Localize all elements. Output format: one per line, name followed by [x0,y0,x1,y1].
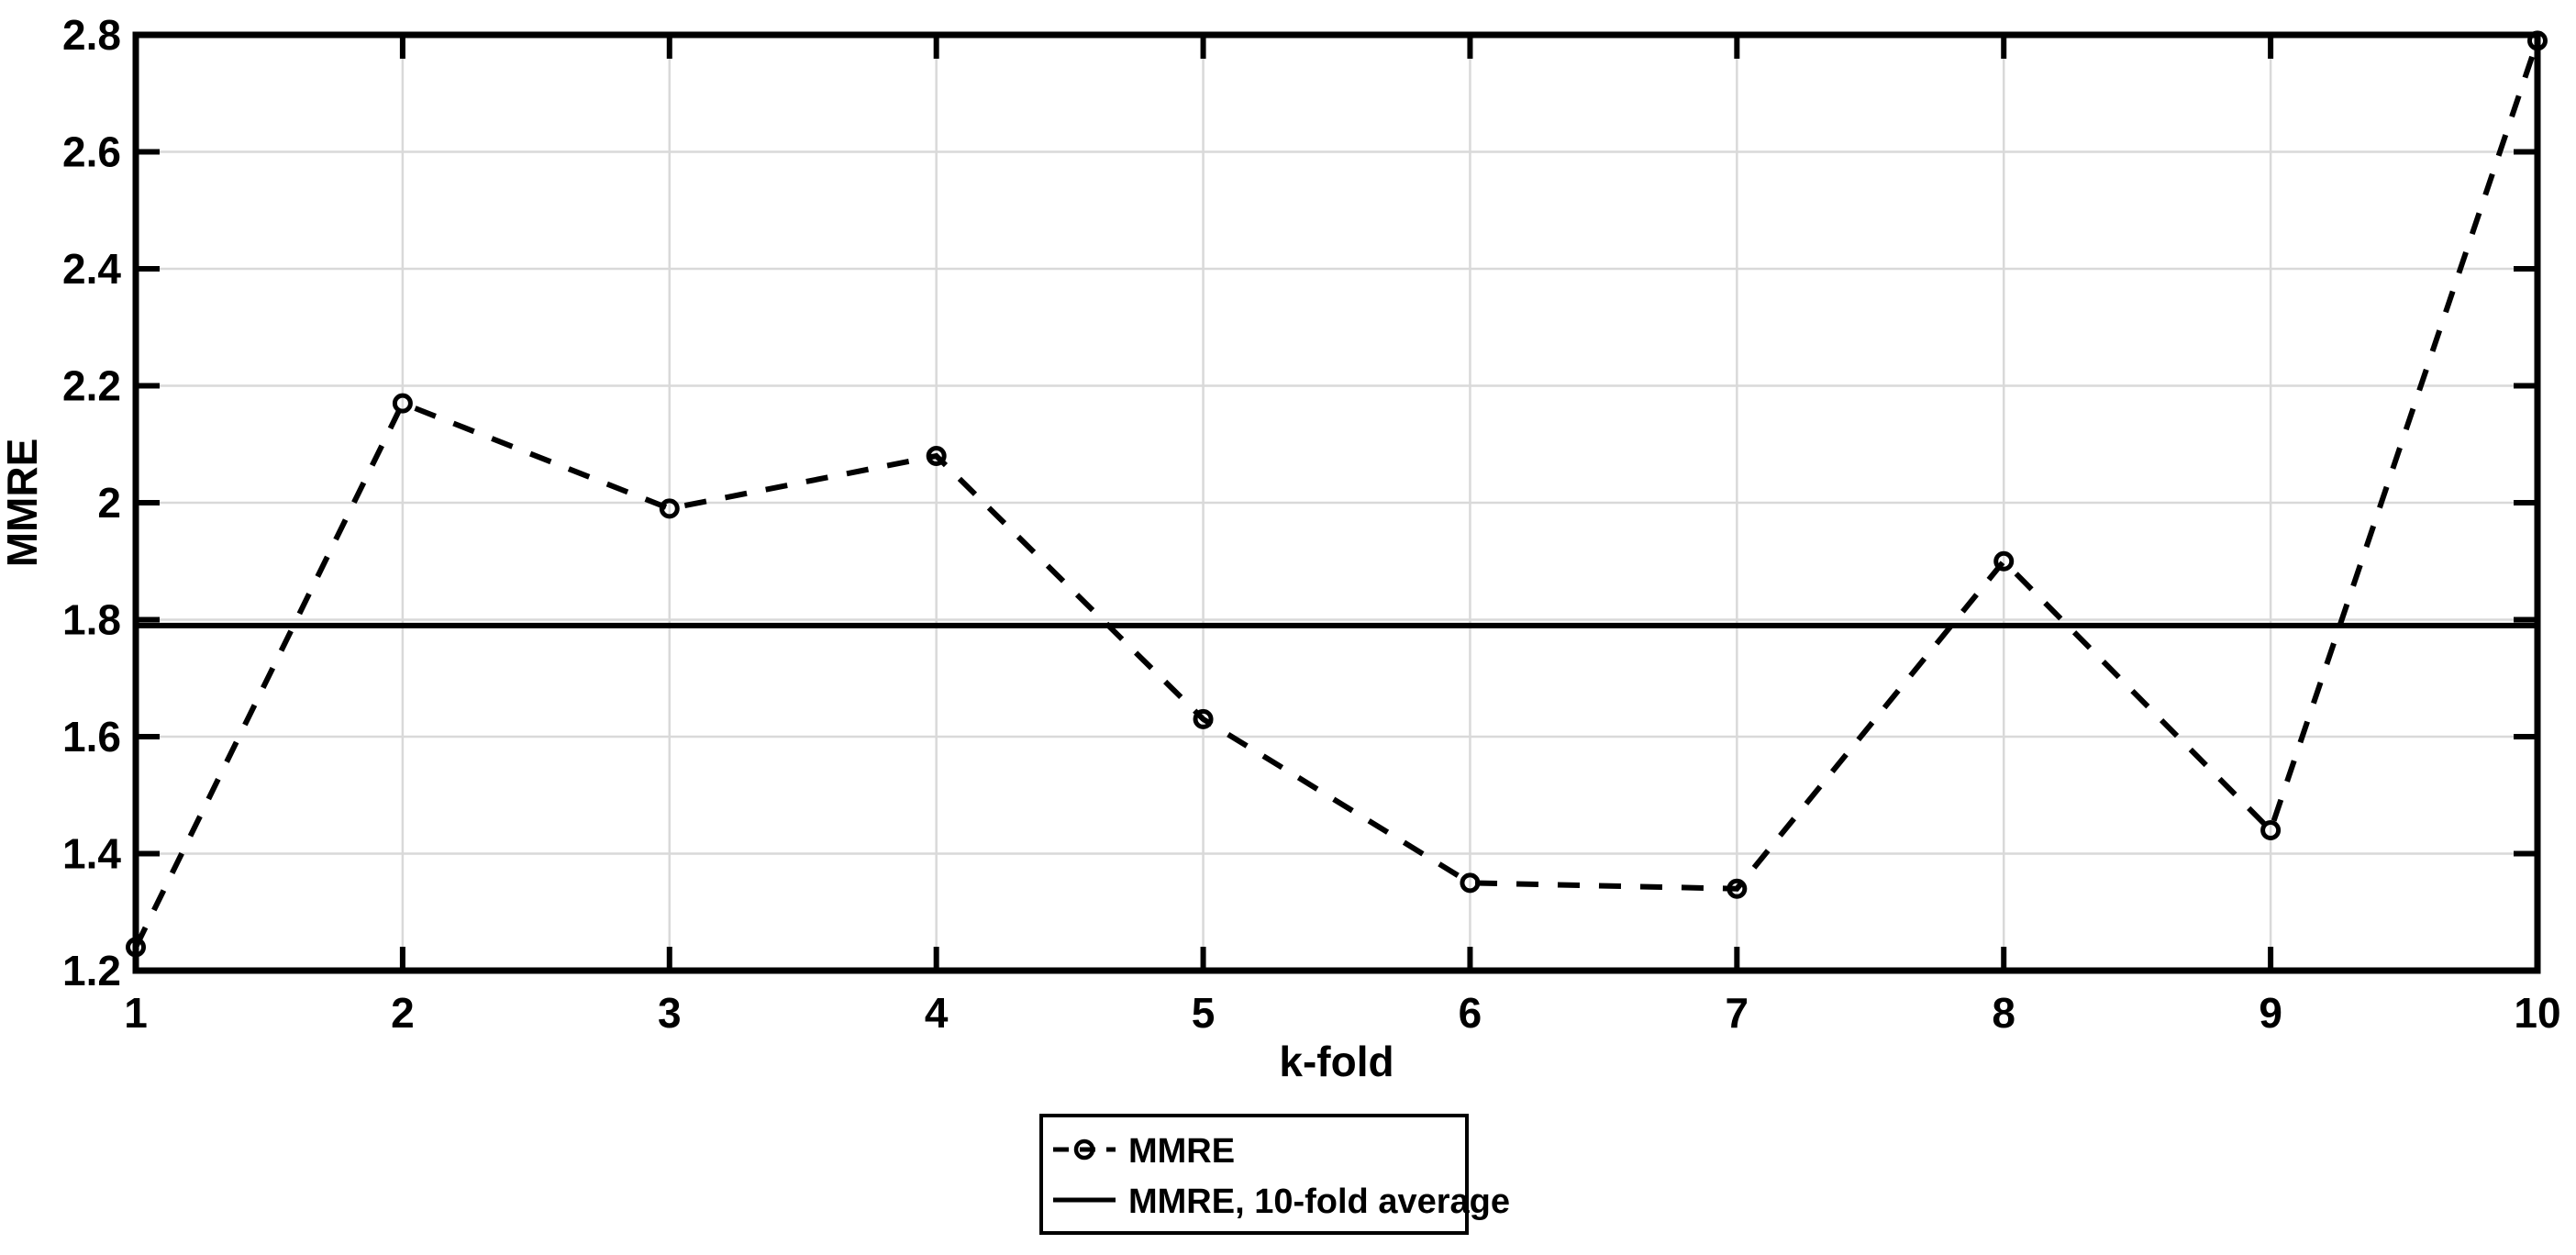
legend-label-mmre: MMRE [1128,1132,1235,1171]
mmre-series-line [133,39,2540,949]
data-point-2 [392,393,413,414]
x-tick-label: 2 [391,989,415,1037]
x-tick-label: 9 [2259,989,2282,1037]
data-point-10 [2527,30,2548,51]
data-point-5 [1193,708,1214,729]
x-tick-label: 5 [1192,989,1216,1037]
y-axis-label: MMRE [0,439,46,568]
data-point-4 [926,446,947,466]
data-point-3 [659,498,680,519]
y-tick-label: 1.4 [62,830,121,878]
legend-label-average: MMRE, 10-fold average [1128,1183,1510,1221]
x-tick-label: 3 [658,989,682,1037]
y-tick-label: 1.2 [62,947,121,994]
legend-circle-marker-icon [1073,1138,1095,1161]
y-tick-label: 1.6 [62,713,121,761]
x-tick-label: 6 [1459,989,1482,1037]
x-tick-label: 4 [925,989,949,1037]
data-point-6 [1460,872,1481,894]
y-tick-label: 2.8 [62,11,121,59]
plot-area: 1 2 3 4 5 6 7 8 9 10 1.2 1.4 1.6 1.8 2 2.2 2.4 2.6 2.8 [62,11,2561,1037]
legend: MMRE MMRE, 10-fold average [1039,1114,1510,1235]
y-tick-label: 2 [97,479,121,527]
data-point-9 [2260,820,2282,840]
y-tick-label: 1.8 [62,596,121,644]
data-point-7 [1727,878,1748,899]
y-tick-label: 2.2 [62,362,121,410]
x-tick-label: 8 [1992,989,2015,1037]
legend-box [1039,1114,1469,1235]
legend-item-mmre: MMRE [1053,1132,1235,1171]
data-point-8 [1993,550,2015,572]
y-tick-label: 2.4 [62,245,121,293]
x-tick-label: 10 [2514,989,2560,1037]
x-tick-label: 7 [1726,989,1749,1037]
data-point-1 [126,937,146,958]
legend-item-average: MMRE, 10-fold average [1053,1183,1510,1221]
x-axis-label: k-fold [1279,1038,1393,1085]
y-tick-label: 2.6 [62,128,121,176]
x-tick-label: 1 [124,989,148,1037]
